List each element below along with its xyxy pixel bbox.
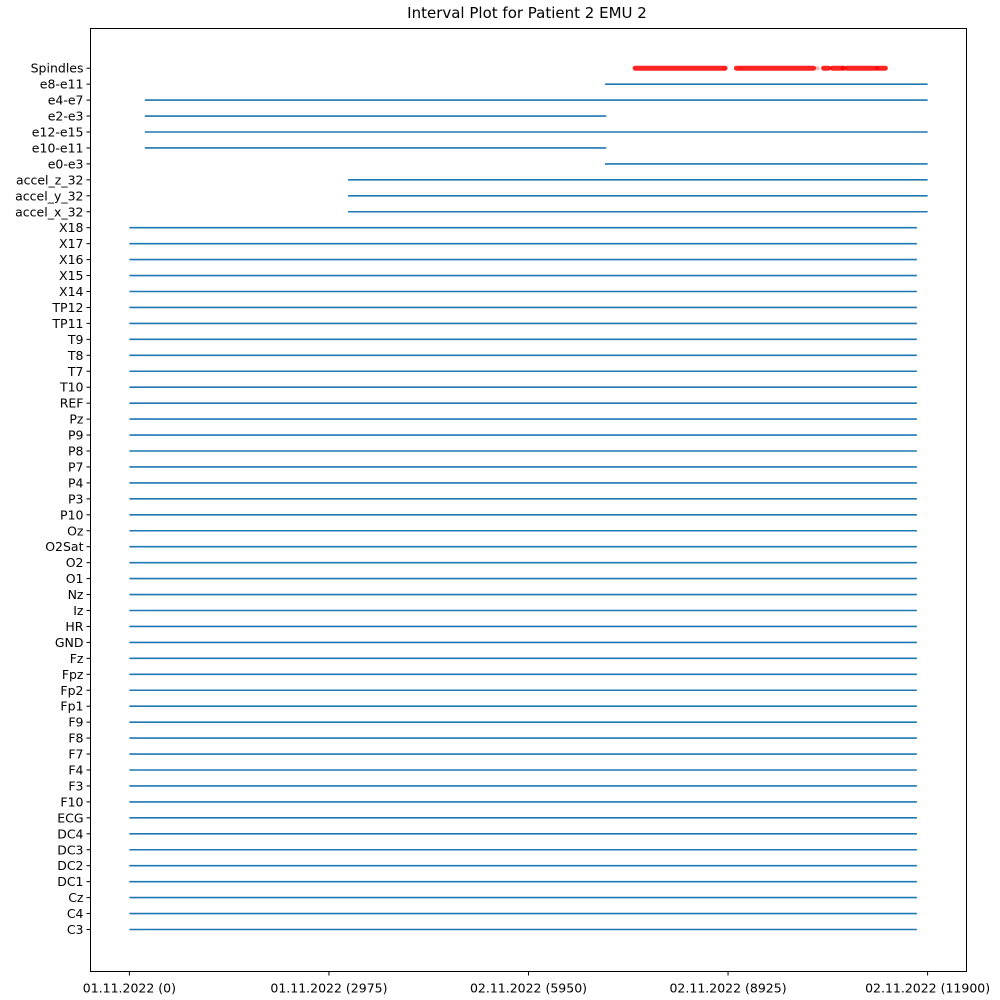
y-tick-label-f8: F8 <box>68 731 83 746</box>
y-tick-label-c4: C4 <box>67 906 84 921</box>
spindle-point <box>722 66 727 71</box>
y-tick-label-dc1: DC1 <box>57 874 83 889</box>
y-tick-label-o2sat: O2Sat <box>45 539 83 554</box>
spindle-markers <box>632 65 888 71</box>
x-tick-label: 01.11.2022 (2975) <box>270 981 387 996</box>
y-tick-label-f3: F3 <box>68 778 83 793</box>
x-tick-label: 02.11.2022 (8925) <box>669 981 786 996</box>
y-tick-label-t9: T9 <box>67 332 84 347</box>
y-tick-label-x17: X17 <box>59 236 83 251</box>
y-tick-label-ref: REF <box>60 396 84 411</box>
y-tick-label-fp2: Fp2 <box>60 683 83 698</box>
y-tick-label-fp1: Fp1 <box>60 699 83 714</box>
y-tick-label-accel-y-32: accel_y_32 <box>15 188 83 203</box>
y-tick-label-dc2: DC2 <box>57 858 83 873</box>
y-tick-label-f7: F7 <box>68 747 83 762</box>
y-tick-label-nz: Nz <box>68 587 84 602</box>
y-tick-label-t7: T7 <box>67 364 84 379</box>
y-tick-label-f4: F4 <box>68 763 83 778</box>
y-tick-label-f10: F10 <box>60 794 83 809</box>
y-tick-label-fpz: Fpz <box>62 667 84 682</box>
y-tick-label-t8: T8 <box>67 348 84 363</box>
y-tick-label-hr: HR <box>65 619 83 634</box>
x-tick-label: 02.11.2022 (11900) <box>865 981 990 996</box>
interval-rows <box>129 83 928 931</box>
y-axis: C3C4CzDC1DC2DC3DC4ECGF10F3F4F7F8F9Fp1Fp2… <box>15 61 91 937</box>
y-tick-label-x16: X16 <box>59 252 84 267</box>
spindle-point <box>875 66 880 71</box>
y-tick-label-spindles: Spindles <box>31 61 84 76</box>
spindle-point <box>815 66 820 71</box>
y-tick-label-e12-e15: e12-e15 <box>32 125 84 140</box>
y-tick-label-accel-x-32: accel_x_32 <box>15 204 83 219</box>
y-tick-label-p10: P10 <box>60 507 83 522</box>
y-tick-label-fz: Fz <box>70 651 84 666</box>
y-tick-label-t10: T10 <box>59 380 84 395</box>
y-tick-label-p9: P9 <box>68 428 84 443</box>
y-tick-label-x15: X15 <box>59 268 83 283</box>
y-tick-label-gnd: GND <box>55 635 84 650</box>
y-tick-label-e2-e3: e2-e3 <box>48 109 84 124</box>
y-tick-label-x18: X18 <box>59 220 84 235</box>
x-tick-label: 02.11.2022 (5950) <box>470 981 587 996</box>
y-tick-label-x14: X14 <box>59 284 84 299</box>
y-tick-label-p3: P3 <box>68 491 84 506</box>
y-tick-label-e4-e7: e4-e7 <box>48 93 84 108</box>
y-tick-label-o1: O1 <box>66 571 84 586</box>
spindle-point <box>739 66 744 71</box>
y-tick-label-p4: P4 <box>68 475 84 490</box>
y-tick-label-ecg: ECG <box>57 810 83 825</box>
spindle-point <box>843 66 848 71</box>
y-tick-label-e0-e3: e0-e3 <box>48 156 84 171</box>
y-tick-label-cz: Cz <box>68 890 84 905</box>
y-tick-label-p8: P8 <box>68 444 84 459</box>
chart-title: Interval Plot for Patient 2 EMU 2 <box>407 4 647 22</box>
spindle-point <box>828 66 833 71</box>
y-tick-label-pz: Pz <box>69 412 84 427</box>
y-tick-label-c3: C3 <box>67 922 84 937</box>
y-tick-label-iz: Iz <box>73 603 84 618</box>
y-tick-label-tp12: TP12 <box>51 300 83 315</box>
y-tick-label-dc3: DC3 <box>57 842 83 857</box>
y-tick-label-oz: Oz <box>67 523 84 538</box>
y-tick-label-f9: F9 <box>68 715 83 730</box>
y-tick-label-e8-e11: e8-e11 <box>40 77 84 92</box>
y-tick-label-p7: P7 <box>68 459 84 474</box>
y-tick-label-dc4: DC4 <box>57 826 83 841</box>
plot-frame <box>90 28 967 972</box>
y-tick-label-tp11: TP11 <box>51 316 83 331</box>
y-tick-label-accel-z-32: accel_z_32 <box>16 172 84 187</box>
y-tick-label-o2: O2 <box>66 555 84 570</box>
y-tick-label-e10-e11: e10-e11 <box>32 140 84 155</box>
x-axis: 01.11.2022 (0) 01.11.2022 (2975) 02.11.202… <box>83 971 990 996</box>
x-tick-label: 01.11.2022 (0) <box>83 981 176 996</box>
